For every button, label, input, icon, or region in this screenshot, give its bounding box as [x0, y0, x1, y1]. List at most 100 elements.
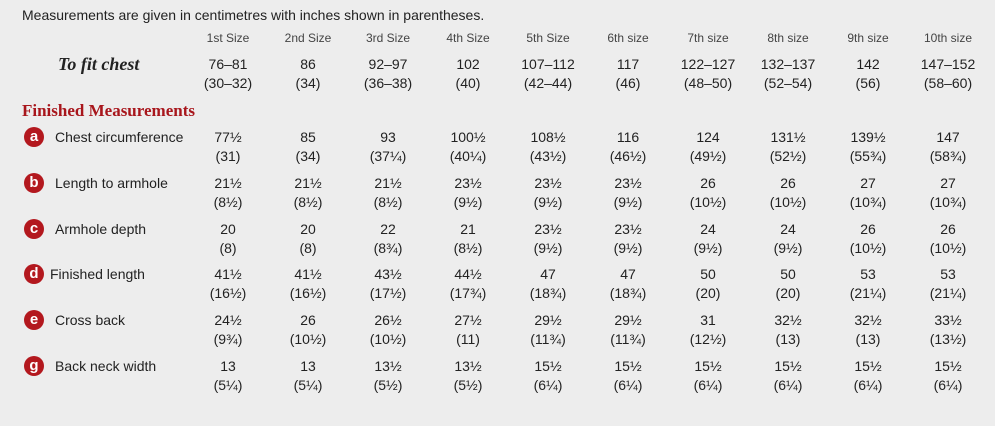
cell-in: (9½)	[693, 239, 723, 256]
cell-in: (9½)	[613, 239, 643, 256]
cell-in: (30–32)	[203, 75, 253, 91]
cell-cm: 31	[700, 312, 716, 329]
badge: c	[24, 218, 44, 239]
row-label: Length to armhole	[55, 174, 168, 191]
cell-in: (6¼)	[693, 377, 723, 393]
cell-cm: 13½	[374, 358, 402, 374]
cell-cm: 29½	[534, 312, 562, 329]
cell-in: (17¾)	[449, 285, 487, 302]
row-label: Chest circumference	[55, 129, 184, 145]
cell-in: (10¾)	[849, 193, 887, 210]
cell-in: (8½)	[453, 239, 483, 256]
cell-cm: 76–81	[208, 56, 248, 72]
cell-in: (56)	[855, 75, 881, 91]
cell-cm: 139½	[850, 129, 886, 145]
cell-in: (6¼)	[613, 377, 643, 393]
cell-in: (9½)	[453, 193, 483, 210]
cell-cm: 32½	[854, 312, 882, 329]
cell-cm: 77½	[214, 129, 242, 145]
note: Measurements are given in centimetres wi…	[22, 7, 485, 23]
cell-cm: 147–152	[920, 56, 976, 72]
cell-cm: 142	[856, 56, 880, 72]
cell-in: (10½)	[369, 331, 407, 348]
cell-in: (34)	[295, 75, 321, 91]
size-header: 9th size	[847, 31, 889, 45]
cell-cm: 100½	[450, 129, 486, 145]
cell-in: (8½)	[213, 193, 243, 210]
cell-cm: 23½	[454, 174, 482, 191]
cell-in: (6¼)	[773, 377, 803, 393]
cell-in: (10½)	[849, 239, 887, 256]
cell-cm: 53	[860, 266, 876, 283]
cell-cm: 124	[696, 129, 720, 145]
cell-cm: 21½	[214, 174, 242, 191]
cell-in: (11¾)	[610, 331, 646, 348]
cell-cm: 50	[700, 266, 716, 283]
cell-in: (5½)	[453, 377, 483, 393]
cell-cm: 13	[300, 358, 316, 374]
badge: a	[24, 127, 44, 147]
cell-in: (6¼)	[933, 377, 963, 393]
cell-in: (12½)	[689, 331, 727, 348]
cell-cm: 26	[700, 174, 716, 191]
fit-label: To fit chest	[58, 54, 140, 74]
cell-in: (34)	[295, 148, 321, 164]
cell-cm: 93	[380, 129, 396, 145]
cell-cm: 108½	[530, 129, 566, 145]
cell-in: (20)	[775, 285, 801, 302]
badge: g	[24, 356, 44, 376]
row-label: Finished length	[50, 266, 145, 283]
cell-cm: 107–112	[521, 56, 575, 72]
cell-cm: 23½	[534, 174, 562, 191]
size-header: 3rd Size	[365, 31, 411, 45]
cell-cm: 20	[220, 220, 236, 237]
cell-cm: 24½	[214, 312, 242, 329]
cell-cm: 44½	[454, 266, 482, 283]
cell-in: (6¼)	[853, 377, 883, 393]
cell-cm: 85	[300, 129, 316, 145]
size-header: 1st Size	[206, 31, 250, 45]
cell-in: (9½)	[533, 239, 563, 256]
cell-in: (10½)	[929, 239, 967, 256]
cell-cm: 13	[220, 358, 236, 374]
cell-in: (58¾)	[929, 148, 967, 164]
cell-cm: 132–137	[760, 56, 816, 72]
cell-cm: 20	[300, 220, 316, 237]
cell-cm: 24	[700, 220, 716, 237]
cell-in: (17½)	[369, 285, 407, 302]
cell-in: (11¾)	[530, 331, 566, 348]
cell-cm: 86	[300, 56, 316, 72]
cell-in: (13)	[855, 331, 881, 348]
cell-in: (9½)	[613, 193, 643, 210]
cell-cm: 26	[780, 174, 796, 191]
cell-in: (31)	[215, 148, 241, 164]
row-label: Cross back	[55, 312, 126, 329]
badge: d	[24, 264, 44, 285]
cell-in: (55¾)	[849, 148, 887, 164]
cell-in: (8)	[299, 239, 317, 256]
cell-cm: 131½	[770, 129, 806, 145]
cell-cm: 15½	[534, 358, 562, 374]
cell-cm: 102	[456, 56, 480, 72]
cell-cm: 43½	[374, 266, 402, 283]
cell-cm: 15½	[934, 358, 962, 374]
size-header: 6th size	[607, 31, 649, 45]
size-header: 10th size	[923, 31, 973, 45]
cell-in: (42–44)	[523, 75, 573, 91]
cell-in: (5¼)	[293, 377, 323, 393]
cell-cm: 29½	[614, 312, 642, 329]
cell-cm: 15½	[614, 358, 642, 374]
size-header: 4th Size	[446, 31, 490, 45]
cell-in: (40¼)	[449, 148, 487, 164]
cell-in: (8¾)	[373, 239, 403, 256]
cell-in: (13½)	[929, 331, 967, 348]
cell-in: (52–54)	[763, 75, 813, 91]
cell-in: (16½)	[209, 285, 247, 302]
cell-in: (10¾)	[929, 193, 967, 210]
cell-cm: 27½	[454, 312, 482, 329]
cell-in: (8)	[219, 239, 237, 256]
cell-cm: 33½	[934, 312, 962, 329]
cell-cm: 47	[620, 266, 636, 283]
size-header: 2nd Size	[284, 31, 332, 45]
